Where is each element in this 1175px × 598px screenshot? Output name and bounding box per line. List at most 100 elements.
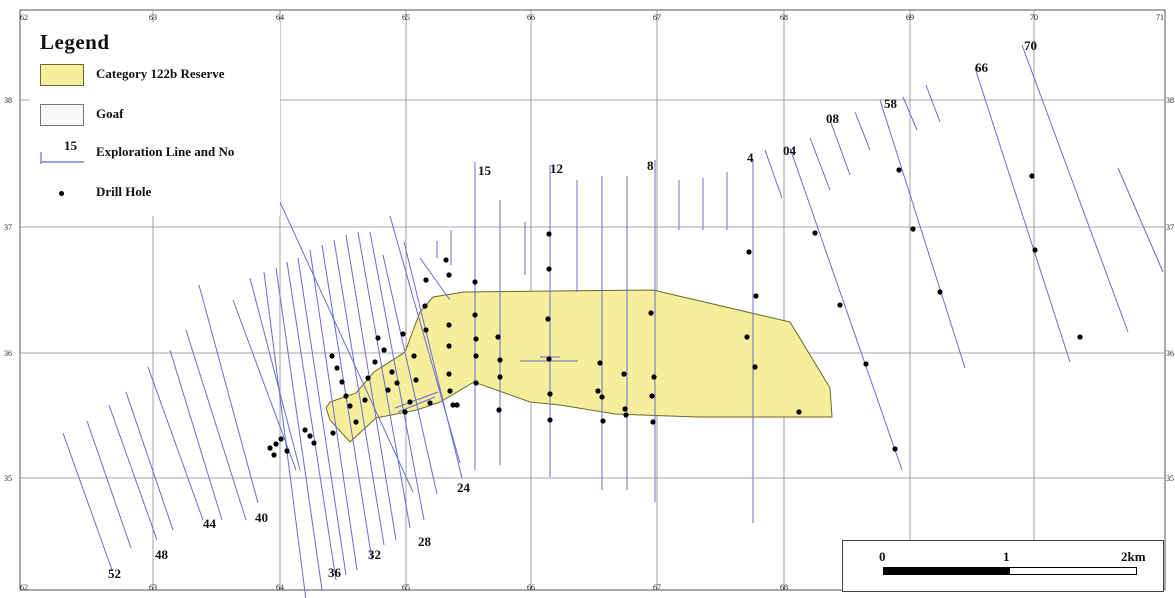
drill-hole-marker (284, 448, 290, 454)
exploration-line (925, 84, 941, 123)
drill-hole-marker (495, 334, 501, 340)
drill-hole-marker (278, 436, 284, 442)
legend-item-goaf: Goaf (40, 100, 275, 130)
northing-tick-label: 38 (1166, 96, 1174, 105)
drill-hole-marker (473, 353, 479, 359)
exploration-line (1021, 44, 1129, 333)
northing-tick-label: 38 (4, 96, 12, 105)
exploration-line-number-label: 12 (550, 161, 563, 176)
exploration-line-number-label: 70 (1024, 38, 1037, 53)
exploration-line (403, 241, 463, 479)
drill-hole-marker (472, 279, 478, 285)
drill-hole-marker (547, 391, 553, 397)
drill-hole-marker (334, 365, 340, 371)
drill-hole-marker (381, 347, 387, 353)
scale-start-label: 0 (879, 549, 886, 564)
drill-hole-marker (496, 407, 502, 413)
easting-tick-label: 62 (20, 13, 28, 22)
reserve-swatch (40, 64, 84, 86)
legend-title: Legend (40, 30, 110, 54)
scale-bar-white-segment (1009, 567, 1137, 575)
drill-hole-marker (649, 393, 655, 399)
drill-hole-marker (443, 257, 449, 263)
exploration-line (1117, 167, 1164, 273)
exploration-line (125, 391, 174, 531)
exploration-line-number-label: 8 (647, 158, 654, 173)
drill-hole-marker (497, 357, 503, 363)
northing-tick-label: 37 (4, 223, 12, 232)
drill-hole-marker (546, 231, 552, 237)
exploration-line (789, 147, 903, 471)
drill-hole-marker (389, 369, 395, 375)
easting-tick-label: 71 (1156, 13, 1164, 22)
drill-hole-marker (271, 452, 277, 458)
exploration-line (345, 234, 397, 541)
exploration-line-number-label: 66 (975, 60, 989, 75)
exploration-line (321, 244, 373, 561)
drill-hole-marker (307, 433, 313, 439)
drill-hole-marker (446, 272, 452, 278)
exploration-lines (62, 44, 1164, 598)
drill-hole-marker (423, 327, 429, 333)
exploration-line-number-label: 32 (368, 547, 381, 562)
drill-hole-marker (599, 394, 605, 400)
exploration-line (357, 231, 411, 529)
exploration-line (267, 175, 414, 493)
exploration-line-number-label: 24 (457, 480, 471, 495)
drill-hole-marker (427, 400, 433, 406)
easting-tick-label: 62 (20, 583, 28, 592)
easting-tick-label: 63 (149, 583, 157, 592)
easting-tick-label: 65 (402, 583, 410, 592)
easting-tick-label: 68 (780, 13, 788, 22)
easting-tick-label: 66 (527, 13, 535, 22)
drill-hole-marker (621, 371, 627, 377)
drill-hole-marker (546, 356, 552, 362)
drill-hole-marker (446, 322, 452, 328)
drill-hole-marker (375, 335, 381, 341)
exploration-line (86, 420, 132, 549)
exploration-line (879, 99, 966, 369)
drill-hole-marker (892, 446, 898, 452)
easting-tick-label: 68 (780, 583, 788, 592)
exploration-line-number-label: 4 (747, 150, 754, 165)
legend-label-reserve: Category 122b Reserve (96, 66, 225, 81)
exploration-line (974, 67, 1071, 363)
drill-hole-marker (752, 364, 758, 370)
legend-label-drill-hole: Drill Hole (96, 184, 152, 199)
drill-hole-marker (595, 388, 601, 394)
drill-hole-marker (446, 343, 452, 349)
easting-tick-label: 64 (276, 13, 284, 22)
drill-hole-marker (330, 430, 336, 436)
exploration-line (309, 249, 358, 571)
exploration-line-number-label: 04 (783, 143, 797, 158)
drill-hole-marker (651, 374, 657, 380)
drill-hole-marker (413, 377, 419, 383)
exploration-line-number-label: 15 (478, 163, 492, 178)
drill-hole-marker (473, 336, 479, 342)
drill-hole-marker (753, 293, 759, 299)
drill-hole-marker (372, 359, 378, 365)
drill-hole-marker (423, 277, 429, 283)
easting-tick-label: 63 (149, 13, 157, 22)
easting-tick-label: 70 (1030, 13, 1038, 22)
exploration-line (286, 261, 337, 581)
legend-label-exploration-line: Exploration Line and No (96, 144, 235, 159)
drill-hole-marker (1077, 334, 1083, 340)
exploration-line-number-label: 52 (108, 566, 121, 581)
exploration-line (369, 231, 425, 521)
drill-hole-marker (910, 226, 916, 232)
drill-hole-marker (812, 230, 818, 236)
northing-tick-label: 36 (1166, 349, 1174, 358)
exploration-line-swatch: 15 (40, 138, 84, 164)
exploration-line-sample-number: 15 (64, 138, 77, 153)
drill-hole-marker (546, 266, 552, 272)
drill-hole-marker (411, 353, 417, 359)
drill-hole-marker (400, 331, 406, 337)
drill-hole-marker (454, 402, 460, 408)
drill-hole-marker (650, 419, 656, 425)
scale-end-label: 2km (1121, 549, 1146, 564)
drill-hole-marker (385, 387, 391, 393)
drill-hole-marker (497, 374, 503, 380)
drill-hole-marker (446, 371, 452, 377)
drill-hole-marker (311, 440, 317, 446)
